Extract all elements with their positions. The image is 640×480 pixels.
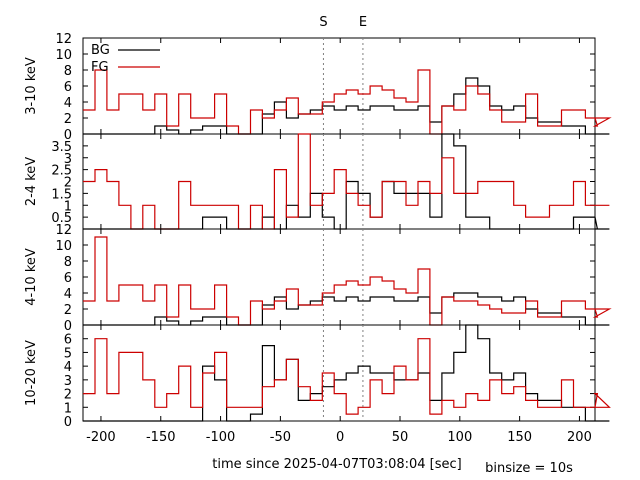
- y-tick-label: 0.5: [51, 211, 72, 226]
- y-tick-label: 6: [64, 333, 72, 348]
- y-tick-label: 1.5: [51, 187, 72, 202]
- y-tick-label: 1: [64, 401, 72, 416]
- y-axis-title: 3-10 keV: [24, 57, 39, 115]
- x-tick-label: -200: [86, 430, 116, 445]
- panel-2: 0.511.522.533.5 2-4 keV: [24, 133, 610, 230]
- y-axis-title: 2-4 keV: [24, 157, 39, 206]
- x-tick-label: 150: [507, 430, 532, 445]
- marker-label-s: S: [319, 15, 327, 30]
- y-tick-label: 4: [64, 96, 72, 111]
- series-fg: [83, 69, 612, 135]
- y-tick-label: 5: [64, 346, 72, 361]
- y-tick-label: 6: [64, 271, 72, 286]
- x-tick-label: -100: [206, 430, 236, 445]
- panel-frame: [82, 324, 596, 422]
- legend-label-bg: BG: [91, 43, 110, 58]
- y-tick-label: 0: [64, 128, 72, 143]
- x-tick-label: -50: [270, 430, 291, 445]
- x-axis: -200 -150 -100 -50 0 50 100 150 200: [86, 430, 592, 445]
- y-tick-label: 3: [64, 152, 72, 167]
- x-axis-title: time since 2025-04-07T03:08:04 [sec]: [212, 457, 461, 472]
- y-tick-label: 2: [64, 388, 72, 403]
- y-tick-label: 8: [64, 64, 72, 79]
- legend-label-fg: FG: [91, 60, 109, 75]
- x-tick-label: -150: [146, 430, 176, 445]
- y-tick-label: 2.5: [51, 164, 72, 179]
- y-axis-title: 4-10 keV: [24, 248, 39, 306]
- y-tick-label: 4: [64, 287, 72, 302]
- y-tick-label: 10: [55, 239, 72, 254]
- series-fg: [83, 236, 612, 326]
- series-bg: [83, 292, 610, 326]
- panel-frame: [82, 37, 596, 135]
- y-tick-label: 8: [64, 255, 72, 270]
- x-tick-label: 200: [567, 430, 592, 445]
- x-tick-label: 100: [447, 430, 472, 445]
- y-tick-label: 1: [64, 199, 72, 214]
- marker-label-e: E: [359, 15, 367, 30]
- y-tick-label: 12: [55, 32, 72, 47]
- y-tick-label: 0: [64, 415, 72, 430]
- panel-frame: [82, 228, 596, 326]
- y-tick-label: 2: [64, 303, 72, 318]
- series-bg: [83, 77, 610, 135]
- x-tick-label: 50: [392, 430, 409, 445]
- binsize-label: binsize = 10s: [485, 461, 573, 476]
- y-tick-label: 10: [55, 48, 72, 63]
- series-fg: [83, 338, 611, 415]
- y-tick-label: 2: [64, 112, 72, 127]
- y-axis-title: 10-20 keV: [24, 340, 39, 406]
- panel-frame: [82, 133, 596, 230]
- y-tick-label: 2: [64, 176, 72, 191]
- y-tick-label: 12: [55, 223, 72, 238]
- x-tick-label: 0: [336, 430, 344, 445]
- y-tick-label: 6: [64, 80, 72, 95]
- y-tick-label: 3.5: [51, 140, 72, 155]
- y-tick-label: 3: [64, 374, 72, 389]
- y-tick-label: 4: [64, 360, 72, 375]
- y-tick-label: 0: [64, 319, 72, 334]
